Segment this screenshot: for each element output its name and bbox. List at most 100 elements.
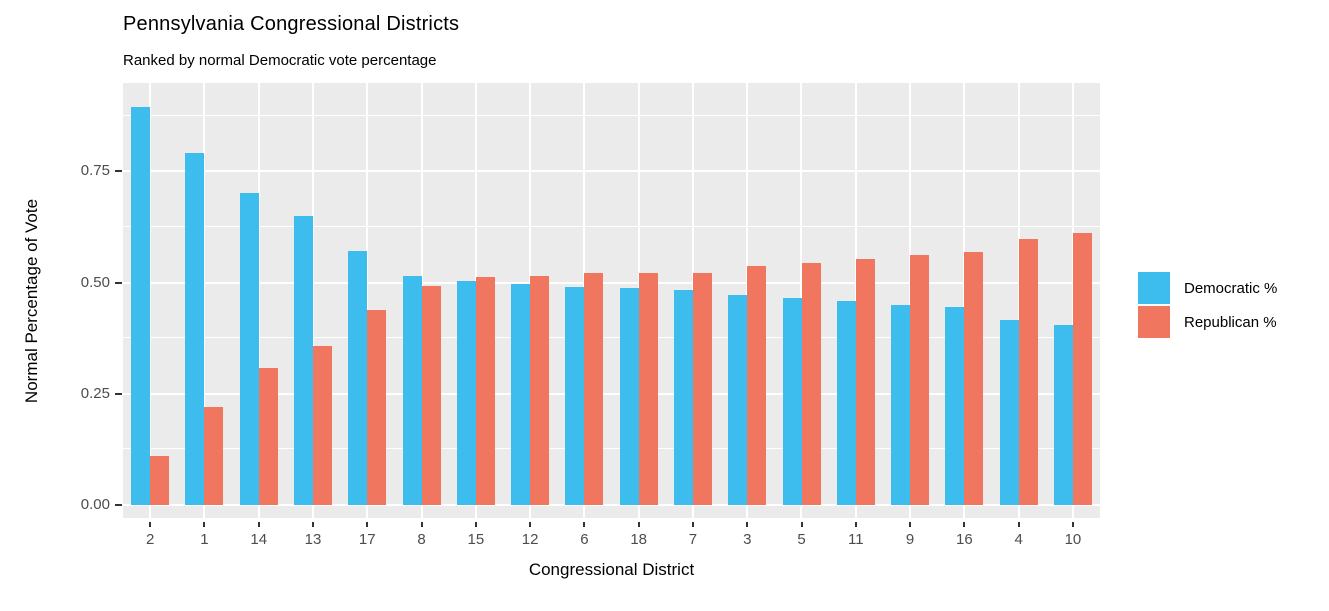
x-axis-cell-district-14: 14 (232, 518, 286, 554)
bar-group-district-9 (883, 83, 937, 518)
bar-group-district-6 (557, 83, 611, 518)
x-axis-cell-district-13: 13 (286, 518, 340, 554)
x-tick-mark (149, 522, 152, 527)
x-axis-cell-district-5: 5 (774, 518, 828, 554)
chart-subtitle: Ranked by normal Democratic vote percent… (123, 52, 437, 69)
bar-group-district-3 (720, 83, 774, 518)
gridline-vertical-district-10 (1071, 83, 1074, 518)
x-axis-cell-district-3: 3 (720, 518, 774, 554)
legend-item-democratic: Democratic % (1138, 272, 1277, 304)
y-tick-label-0.50: 0.50 (80, 273, 110, 291)
bar-republican-district-6 (584, 273, 604, 505)
y-tick-label-0.75: 0.75 (80, 162, 110, 180)
y-tick-mark (115, 504, 122, 506)
x-axis-cell-district-11: 11 (829, 518, 883, 554)
x-tick-mark (1017, 522, 1020, 527)
bar-democratic-district-6 (565, 287, 585, 505)
gridline-vertical-district-4 (1017, 83, 1020, 518)
bar-democratic-district-17 (348, 251, 368, 505)
bar-republican-district-5 (801, 263, 821, 505)
bar-democratic-district-14 (239, 193, 259, 505)
gridline-vertical-district-16 (963, 83, 966, 518)
bar-democratic-district-9 (891, 305, 911, 505)
x-axis-cell-district-12: 12 (503, 518, 557, 554)
y-axis-title: Normal Percentage of Vote (22, 198, 41, 404)
x-tick-mark (420, 522, 423, 527)
x-tick-mark (257, 522, 260, 527)
y-tick-mark (115, 170, 122, 173)
bar-group-district-15 (449, 83, 503, 518)
chart-title: Pennsylvania Congressional Districts (123, 13, 460, 35)
bar-group-district-1 (177, 83, 231, 518)
gridline-major-0.75 (123, 170, 1100, 173)
x-tick-mark (583, 522, 586, 527)
bar-democratic-district-13 (293, 216, 313, 505)
bar-democratic-district-1 (185, 153, 205, 505)
bar-group-district-18 (612, 83, 666, 518)
bar-democratic-district-5 (782, 298, 802, 505)
bar-group-district-17 (340, 83, 394, 518)
x-axis-cell-district-17: 17 (340, 518, 394, 554)
x-tick-label-district-8: 8 (417, 531, 426, 548)
x-tick-mark (311, 522, 314, 527)
x-tick-mark (691, 522, 694, 527)
x-tick-mark (203, 522, 206, 527)
bar-group-district-11 (829, 83, 883, 518)
bar-republican-district-12 (530, 276, 550, 505)
bar-group-district-10 (1046, 83, 1100, 518)
x-axis-cell-district-1: 1 (177, 518, 231, 554)
bar-democratic-district-11 (836, 301, 856, 505)
bar-democratic-district-4 (999, 320, 1019, 505)
x-tick-mark (366, 522, 369, 527)
y-tick-mark (115, 392, 122, 395)
bar-group-district-4 (992, 83, 1046, 518)
x-axis-cell-district-16: 16 (937, 518, 991, 554)
x-tick-mark (474, 522, 477, 527)
plot-panel (123, 83, 1100, 518)
x-tick-label-district-16: 16 (956, 531, 973, 548)
y-tick-label-0.00: 0.00 (80, 496, 110, 513)
bar-republican-district-14 (258, 368, 278, 505)
x-tick-label-district-11: 11 (848, 531, 864, 548)
legend: Democratic % Republican % (1138, 272, 1277, 338)
bar-republican-district-8 (421, 286, 441, 505)
gridline-major-0.25 (123, 392, 1100, 395)
bar-group-district-8 (394, 83, 448, 518)
x-tick-mark (909, 522, 912, 527)
bar-republican-district-4 (1018, 239, 1038, 505)
x-axis-cell-district-10: 10 (1046, 518, 1100, 554)
gridline-major-0.50 (123, 281, 1100, 284)
bar-democratic-district-15 (456, 281, 476, 505)
bar-republican-district-2 (150, 456, 170, 505)
x-axis-cell-district-2: 2 (123, 518, 177, 554)
x-tick-mark (637, 522, 640, 527)
bar-republican-district-15 (475, 277, 495, 505)
bar-republican-district-9 (910, 255, 930, 505)
bar-group-district-14 (232, 83, 286, 518)
gridline-minor (123, 225, 1100, 227)
legend-swatch-republican (1138, 306, 1170, 338)
x-tick-mark (963, 522, 966, 527)
bar-democratic-district-2 (131, 107, 151, 505)
y-tick-mark (115, 281, 122, 284)
x-tick-label-district-1: 1 (200, 531, 209, 548)
x-axis-cell-district-8: 8 (394, 518, 448, 554)
x-tick-mark (746, 522, 749, 527)
bar-republican-district-18 (638, 273, 658, 505)
bar-groups (123, 83, 1100, 518)
bar-group-district-13 (286, 83, 340, 518)
x-axis-cell-district-4: 4 (992, 518, 1046, 554)
bar-democratic-district-7 (673, 290, 693, 505)
x-tick-label-district-18: 18 (630, 531, 648, 548)
legend-label: Republican % (1184, 313, 1277, 331)
bar-group-district-12 (503, 83, 557, 518)
x-tick-label-district-10: 10 (1064, 531, 1082, 548)
bar-republican-district-17 (367, 310, 387, 505)
bar-group-district-5 (774, 83, 828, 518)
bar-democratic-district-10 (1053, 325, 1073, 505)
bar-group-district-7 (666, 83, 720, 518)
bar-republican-district-16 (964, 252, 984, 505)
x-axis-cell-district-9: 9 (883, 518, 937, 554)
gridline-minor (123, 114, 1100, 116)
x-axis-title: Congressional District (528, 560, 695, 579)
